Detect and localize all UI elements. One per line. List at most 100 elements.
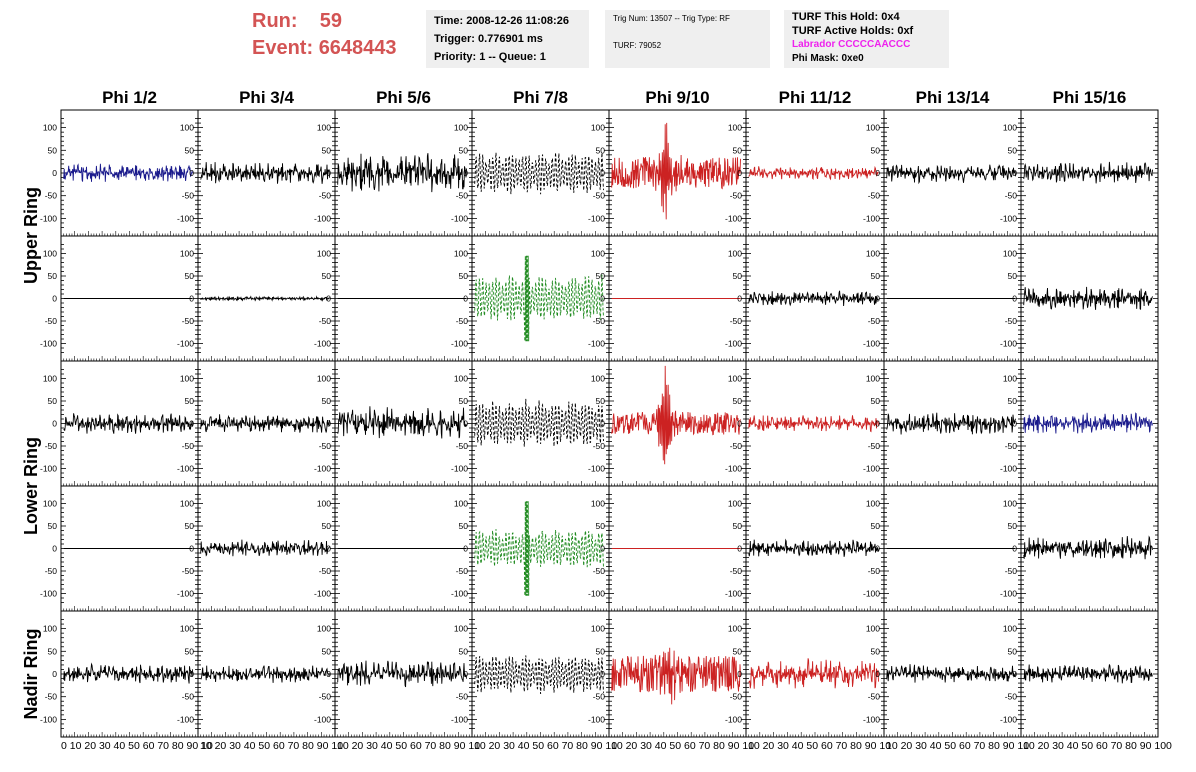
waveform-trace bbox=[200, 665, 330, 683]
y-tick-label: -100 bbox=[451, 464, 468, 474]
y-tick-label: -100 bbox=[1000, 464, 1017, 474]
y-tick-label: 50 bbox=[48, 396, 58, 406]
y-tick-label: 100 bbox=[728, 249, 742, 259]
y-tick-label: -100 bbox=[451, 339, 468, 349]
y-tick-label: 100 bbox=[866, 123, 880, 133]
y-tick-label: 100 bbox=[317, 249, 331, 259]
y-tick-label: 50 bbox=[596, 646, 606, 656]
y-tick-label: -100 bbox=[314, 714, 331, 724]
y-tick-label: -50 bbox=[730, 316, 743, 326]
y-tick-label: -100 bbox=[451, 589, 468, 599]
y-tick-label: 100 bbox=[454, 499, 468, 509]
waveform-trace bbox=[611, 122, 741, 220]
y-tick-label: 0 bbox=[463, 669, 468, 679]
y-tick-label: -50 bbox=[1005, 441, 1018, 451]
time-info-box: Time: 2008-12-26 11:08:26 Trigger: 0.776… bbox=[426, 10, 589, 68]
y-tick-label: 50 bbox=[185, 646, 195, 656]
waveform-trace bbox=[886, 412, 1016, 435]
y-tick-label: -50 bbox=[182, 316, 195, 326]
y-tick-label: -50 bbox=[182, 191, 195, 201]
y-tick-label: 100 bbox=[1003, 123, 1017, 133]
column-header: Phi 1/2 bbox=[102, 88, 157, 107]
y-tick-label: -50 bbox=[1005, 191, 1018, 201]
y-tick-label: 50 bbox=[733, 271, 743, 281]
y-tick-label: -100 bbox=[588, 339, 605, 349]
y-tick-label: -50 bbox=[45, 441, 58, 451]
y-tick-label: 100 bbox=[43, 374, 57, 384]
y-tick-label: 0 bbox=[52, 669, 57, 679]
y-tick-label: 50 bbox=[322, 396, 332, 406]
waveform-trace bbox=[63, 163, 193, 182]
y-tick-label: 50 bbox=[871, 145, 881, 155]
column-header: Phi 15/16 bbox=[1053, 88, 1127, 107]
y-tick-label: 0 bbox=[600, 294, 605, 304]
y-tick-label: -50 bbox=[182, 692, 195, 702]
y-tick-label: 100 bbox=[43, 499, 57, 509]
column-header: Phi 11/12 bbox=[779, 88, 852, 107]
y-tick-label: 0 bbox=[463, 419, 468, 429]
y-tick-label: 0 bbox=[875, 419, 880, 429]
y-tick-label: 100 bbox=[317, 624, 331, 634]
y-tick-label: -100 bbox=[40, 213, 57, 223]
waveform-trace bbox=[748, 415, 879, 433]
y-tick-label: -50 bbox=[45, 316, 58, 326]
y-tick-label: 0 bbox=[326, 168, 331, 178]
waveform-trace bbox=[886, 664, 1016, 683]
y-tick-label: -50 bbox=[730, 566, 743, 576]
y-tick-label: -100 bbox=[725, 339, 742, 349]
y-tick-label: 50 bbox=[871, 521, 881, 531]
time-text: Time: 2008-12-26 11:08:26 bbox=[434, 15, 569, 27]
priority-text: Priority: 1 -- Queue: 1 bbox=[434, 51, 546, 63]
event-value: 6648443 bbox=[318, 37, 397, 59]
y-tick-label: 50 bbox=[185, 271, 195, 281]
y-tick-label: -50 bbox=[456, 191, 469, 201]
y-tick-label: 100 bbox=[180, 624, 194, 634]
y-tick-label: 50 bbox=[733, 521, 743, 531]
y-tick-label: 0 bbox=[737, 168, 742, 178]
y-tick-label: 0 bbox=[737, 419, 742, 429]
y-tick-label: 50 bbox=[596, 521, 606, 531]
y-tick-label: -100 bbox=[863, 339, 880, 349]
x-tick-label-row: 10 20 30 40 50 60 70 80 90 10 bbox=[337, 740, 480, 752]
y-tick-label: 50 bbox=[733, 646, 743, 656]
y-tick-label: 50 bbox=[459, 396, 469, 406]
y-tick-label: -100 bbox=[588, 714, 605, 724]
turf-active-holds-text: TURF Active Holds: 0xf bbox=[792, 25, 914, 37]
x-tick-label-row: 10 20 30 40 50 60 70 80 90 10 bbox=[474, 740, 617, 752]
y-tick-label: -100 bbox=[863, 714, 880, 724]
waveform-trace bbox=[611, 365, 741, 465]
run-row: Run: 59 bbox=[252, 8, 397, 35]
waveform-trace bbox=[748, 165, 879, 181]
y-tick-label: -100 bbox=[314, 339, 331, 349]
y-tick-label: 100 bbox=[454, 123, 468, 133]
column-header: Phi 5/6 bbox=[376, 88, 431, 107]
waveform-trace bbox=[474, 255, 604, 342]
y-tick-label: 50 bbox=[185, 396, 195, 406]
y-tick-label: 50 bbox=[48, 646, 58, 656]
waveform-trace bbox=[63, 413, 193, 434]
y-tick-label: -100 bbox=[725, 714, 742, 724]
waveform-trace bbox=[748, 538, 879, 557]
y-tick-label: 50 bbox=[1008, 396, 1018, 406]
run-label: Run: bbox=[252, 10, 298, 32]
y-tick-label: 50 bbox=[596, 271, 606, 281]
y-tick-label: -100 bbox=[177, 339, 194, 349]
y-tick-label: -50 bbox=[730, 441, 743, 451]
trig-info-box: Trig Num: 13507 -- Trig Type: RF TURF: 7… bbox=[605, 10, 770, 68]
column-header: Phi 7/8 bbox=[513, 88, 568, 107]
y-tick-label: 0 bbox=[1012, 294, 1017, 304]
y-tick-label: 0 bbox=[1012, 544, 1017, 554]
y-tick-label: 0 bbox=[326, 669, 331, 679]
y-tick-label: -100 bbox=[588, 464, 605, 474]
y-tick-label: 100 bbox=[591, 499, 605, 509]
y-tick-label: 100 bbox=[1003, 249, 1017, 259]
x-tick-label-row: 10 20 30 40 50 60 70 80 90 10 bbox=[611, 740, 754, 752]
y-tick-label: 100 bbox=[454, 374, 468, 384]
y-tick-label: -50 bbox=[868, 441, 881, 451]
y-tick-label: 0 bbox=[875, 294, 880, 304]
y-tick-label: 50 bbox=[871, 271, 881, 281]
y-tick-label: 100 bbox=[728, 123, 742, 133]
y-tick-label: -100 bbox=[1000, 589, 1017, 599]
y-tick-label: -100 bbox=[725, 464, 742, 474]
